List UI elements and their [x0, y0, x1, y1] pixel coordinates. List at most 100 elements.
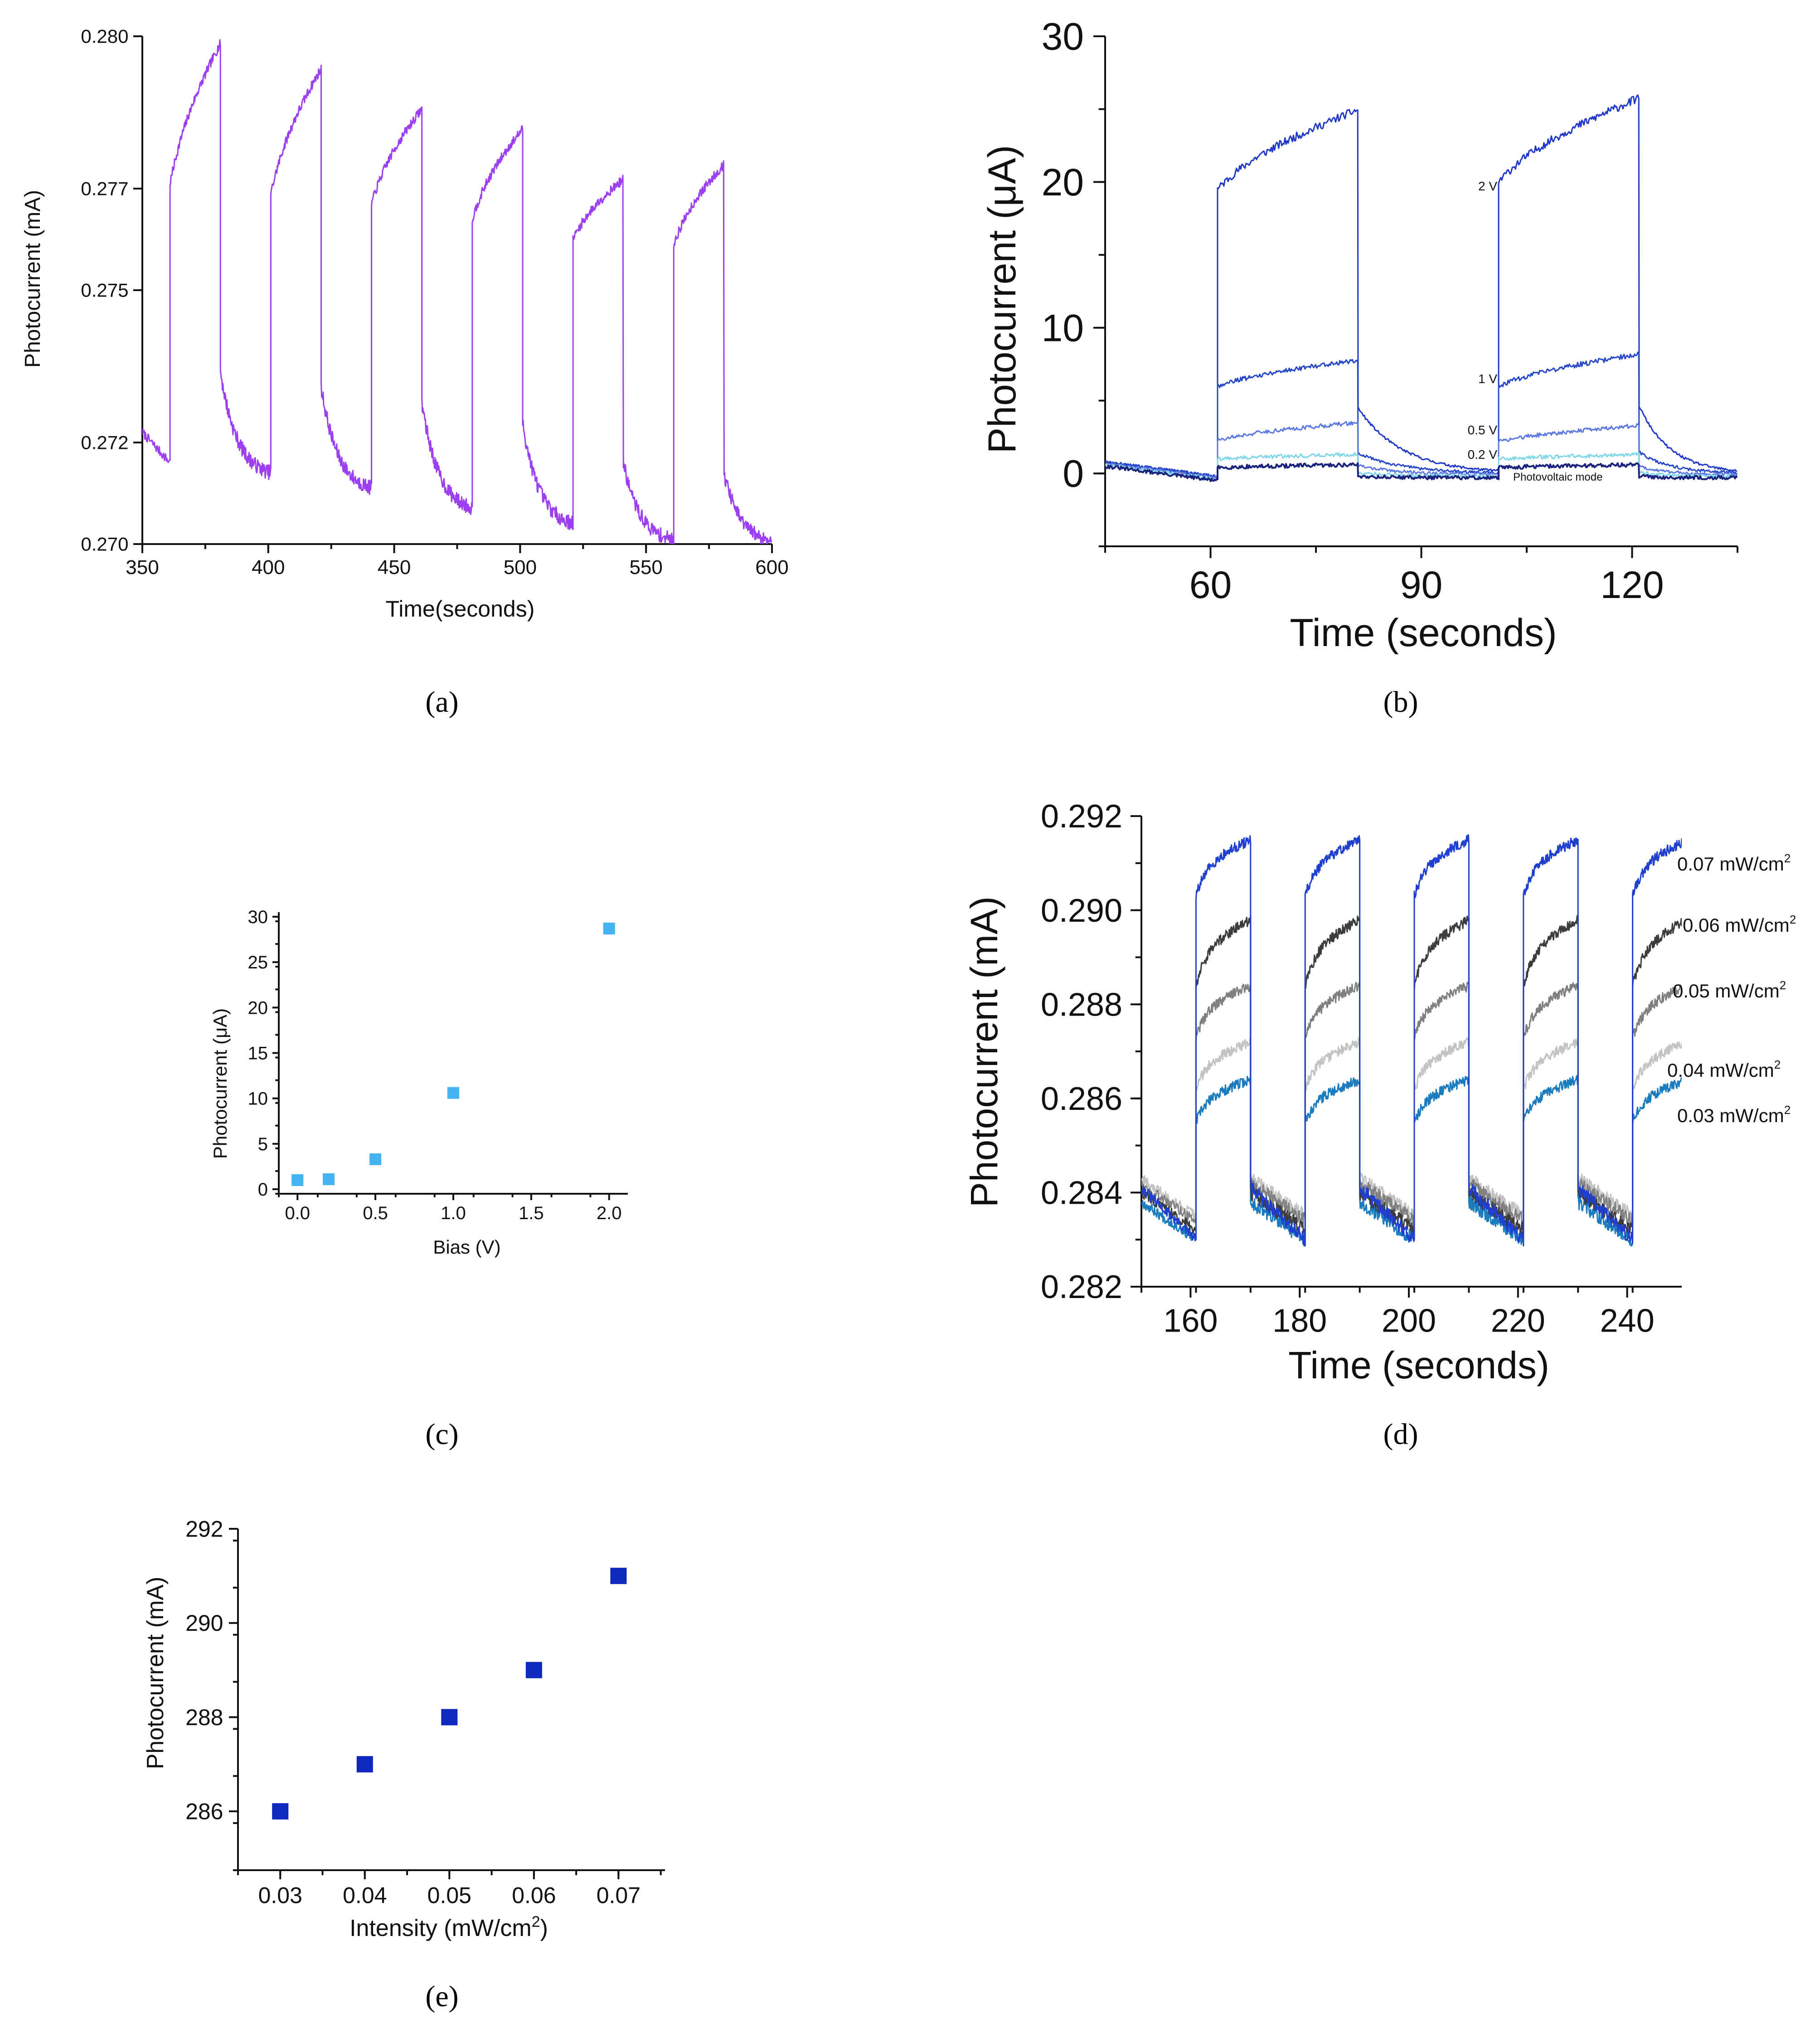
chart-b: Photocurrent (μA) Time (seconds) 60 90 120… [980, 15, 1738, 655]
chart-d-series-label-main: 0.05 mW/cm [1673, 980, 1780, 1002]
chart-b-y-tick-label: 30 [1042, 15, 1084, 58]
chart-d-y-tick-label: 0.286 [1041, 1081, 1122, 1117]
chart-d-series-label-main: 0.03 mW/cm [1677, 1105, 1784, 1126]
chart-d-x-tick-label: 160 [1163, 1303, 1218, 1339]
chart-a-x-tick-label: 400 [252, 556, 285, 579]
chart-a-series-photocurrent [142, 39, 772, 544]
chart-d-series-label-0: 0.07 mW/cm2 [1677, 851, 1791, 875]
chart-c-y-tick-label: 0 [258, 1180, 268, 1200]
chart-a: Photocurrent (mA) Time(seconds) 350 400 45… [21, 26, 789, 622]
panel-label-d: (d) [1383, 1418, 1418, 1451]
chart-e: Photocurrent (mA) Intensity (mW/cm2) 0.0… [142, 1517, 665, 1941]
chart-a-y-tick-label: 0.275 [81, 280, 128, 301]
chart-d-series-0 [1141, 834, 1682, 1247]
chart-c-y-tick-label: 20 [248, 998, 268, 1018]
chart-d-series-label-main: 0.07 mW/cm [1677, 853, 1784, 875]
chart-a-x-tick-label: 600 [755, 556, 788, 579]
chart-e-point [610, 1567, 627, 1584]
chart-d-series-3 [1141, 1037, 1682, 1223]
chart-b-y-tick-label: 10 [1042, 306, 1084, 349]
chart-c-point [323, 1173, 335, 1185]
chart-b-ylabel: Photocurrent (μA) [980, 145, 1024, 453]
chart-d-series-label-sup: 2 [1780, 978, 1786, 992]
chart-a-y-tick-label: 0.272 [81, 432, 128, 453]
chart-e-xlabel-end: ) [540, 1915, 548, 1941]
chart-b-x-tick-label: 120 [1600, 564, 1664, 606]
chart-e-y-tick-label: 292 [185, 1517, 223, 1542]
chart-e-point [272, 1803, 289, 1820]
chart-d-ylabel: Photocurrent (mA) [963, 896, 1005, 1207]
chart-c-y-tick-label: 15 [248, 1044, 268, 1064]
chart-a-xlabel: Time(seconds) [386, 596, 535, 622]
chart-d-x-tick-label: 220 [1491, 1303, 1545, 1339]
chart-a-y-tick-label: 0.270 [81, 534, 128, 555]
chart-b-y-tick-label: 20 [1042, 161, 1084, 204]
chart-e-y-tick-label: 290 [185, 1610, 223, 1636]
chart-c-y-tick-label: 10 [248, 1089, 268, 1109]
chart-d-series-label-2: 0.05 mW/cm2 [1673, 978, 1786, 1002]
chart-e-x-tick-label: 0.07 [597, 1883, 641, 1908]
chart-d-x-tick-label: 240 [1600, 1303, 1655, 1339]
chart-d-x-tick-label: 180 [1272, 1303, 1327, 1339]
chart-e-xlabel-sup: 2 [532, 1913, 540, 1930]
chart-c-x-tick-label: 2.0 [597, 1203, 622, 1223]
chart-d-series-label-4: 0.03 mW/cm2 [1677, 1103, 1791, 1126]
chart-e-y-tick-label: 286 [185, 1799, 223, 1824]
chart-c-ylabel: Photocurrent (μA) [209, 1008, 231, 1159]
chart-b-series-4 [1105, 462, 1737, 482]
chart-c-x-tick-label: 0.5 [363, 1203, 388, 1223]
chart-d-series-label-sup: 2 [1790, 913, 1796, 926]
chart-e-point [356, 1756, 373, 1773]
panel-label-b: (b) [1383, 686, 1418, 719]
chart-c: Photocurrent (μA) Bias (V) 0.0 0.5 1.0 1.5 2… [209, 907, 628, 1258]
chart-c-x-tick-label: 1.0 [441, 1203, 466, 1223]
chart-e-xlabel: Intensity (mW/cm2) [349, 1913, 548, 1941]
chart-d-y-tick-label: 0.290 [1041, 893, 1122, 929]
chart-b-series-2 [1105, 421, 1737, 480]
panel-label-c: (c) [425, 1418, 458, 1451]
chart-e-x-tick-label: 0.04 [343, 1883, 387, 1908]
chart-c-x-tick-label: 1.5 [519, 1203, 544, 1223]
chart-b-xlabel: Time (seconds) [1290, 611, 1557, 655]
chart-a-x-tick-label: 350 [126, 556, 159, 579]
chart-c-point [369, 1153, 382, 1165]
chart-a-x-tick-label: 450 [378, 556, 411, 579]
chart-e-x-tick-label: 0.03 [258, 1883, 302, 1908]
chart-d-y-tick-label: 0.284 [1041, 1175, 1122, 1211]
chart-d-series-4 [1141, 1075, 1682, 1247]
panel-label-a: (a) [425, 686, 458, 719]
chart-c-x-tick-label: 0.0 [285, 1203, 310, 1223]
chart-a-x-tick-label: 550 [629, 556, 662, 579]
chart-a-y-tick-label: 0.280 [81, 26, 128, 47]
chart-c-y-tick-label: 25 [248, 953, 268, 973]
chart-b-x-tick-label: 90 [1400, 564, 1442, 606]
chart-e-x-tick-label: 0.06 [512, 1883, 556, 1908]
chart-d-series-label-sup: 2 [1784, 851, 1791, 865]
chart-d-series-label-sup: 2 [1774, 1058, 1781, 1071]
chart-d-series-2 [1141, 980, 1682, 1228]
chart-b-series-label-4: Photovoltaic mode [1513, 471, 1602, 483]
chart-e-x-tick-label: 0.05 [427, 1883, 471, 1908]
chart-e-point [441, 1709, 458, 1726]
chart-d-xlabel: Time (seconds) [1288, 1344, 1549, 1386]
chart-b-series-label-1: 1 V [1478, 372, 1497, 386]
chart-c-y-tick-label: 30 [248, 907, 268, 927]
chart-e-point [525, 1662, 542, 1678]
chart-b-series-label-3: 0.2 V [1468, 447, 1498, 462]
chart-e-xlabel-main: Intensity (mW/cm [349, 1915, 532, 1941]
chart-b-x-tick-label: 60 [1189, 564, 1232, 606]
chart-c-point [291, 1174, 304, 1186]
chart-c-point [603, 923, 615, 935]
chart-b-series-label-0: 2 V [1478, 179, 1497, 193]
chart-b-y-tick-label: 0 [1063, 452, 1084, 495]
chart-d: Photocurrent (mA) Time (seconds) 160 180 2… [963, 798, 1796, 1386]
chart-d-series-label-1: 0.06 mW/cm2 [1683, 913, 1796, 936]
chart-a-y-tick-label: 0.277 [81, 178, 128, 199]
chart-d-y-tick-label: 0.288 [1041, 987, 1122, 1023]
chart-d-series-label-sup: 2 [1784, 1103, 1791, 1117]
chart-b-series-label-2: 0.5 V [1468, 423, 1498, 437]
chart-d-series-label-3: 0.04 mW/cm2 [1667, 1058, 1781, 1081]
chart-d-y-tick-label: 0.292 [1041, 798, 1122, 835]
chart-d-x-tick-label: 200 [1382, 1303, 1436, 1339]
